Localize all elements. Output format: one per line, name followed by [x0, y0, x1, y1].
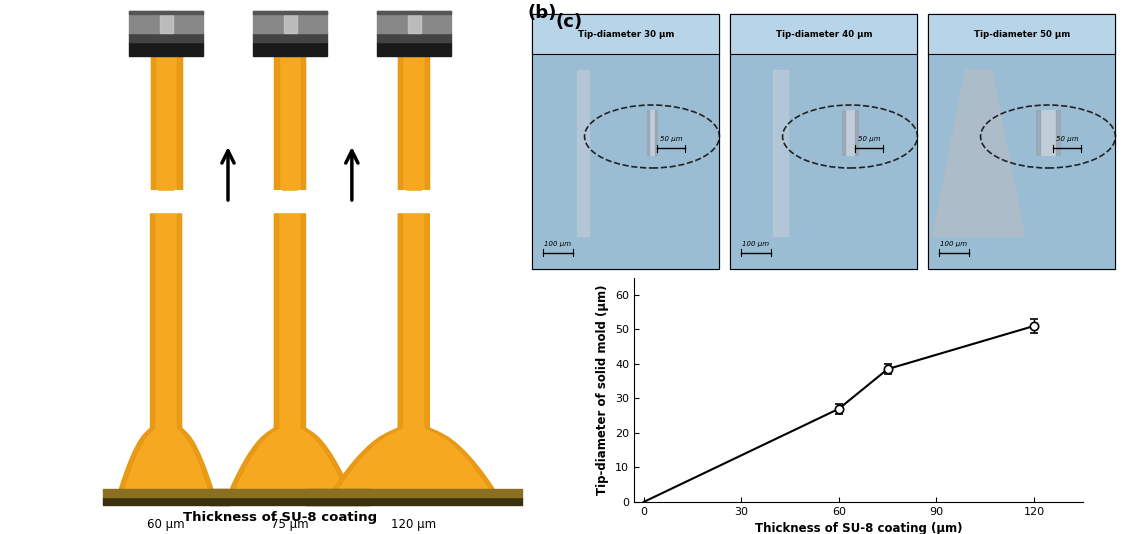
Polygon shape	[425, 214, 494, 489]
Text: 120 μm: 120 μm	[392, 518, 436, 531]
Bar	[532, 14, 719, 54]
Polygon shape	[231, 214, 278, 489]
Bar	[730, 14, 918, 269]
Bar	[730, 14, 918, 269]
Bar	[730, 14, 918, 54]
Bar	[928, 14, 1115, 269]
Polygon shape	[270, 191, 310, 212]
Bar	[210, 489, 370, 498]
Text: 50 μm: 50 μm	[660, 136, 682, 143]
Bar	[377, 43, 451, 56]
Polygon shape	[334, 214, 494, 489]
Polygon shape	[177, 214, 212, 489]
Bar	[252, 43, 328, 56]
Bar	[928, 14, 1115, 54]
Bar	[655, 110, 656, 155]
Bar	[377, 11, 451, 33]
Bar	[773, 70, 789, 236]
Bar	[1036, 110, 1060, 155]
Text: Thickness of SU-8 coating: Thickness of SU-8 coating	[183, 512, 377, 524]
Bar	[306, 498, 522, 505]
Bar	[129, 11, 203, 14]
Polygon shape	[150, 56, 155, 190]
Bar	[647, 110, 649, 155]
Bar	[210, 498, 370, 505]
Text: Tip-diameter 30 μm: Tip-diameter 30 μm	[578, 29, 674, 38]
Polygon shape	[425, 56, 430, 190]
Polygon shape	[177, 56, 182, 190]
Bar	[843, 110, 857, 155]
Bar	[1056, 110, 1060, 155]
Text: 75 μm: 75 μm	[272, 518, 309, 531]
Bar	[843, 110, 845, 155]
Polygon shape	[231, 214, 349, 489]
Bar	[855, 110, 857, 155]
Polygon shape	[398, 56, 430, 190]
Polygon shape	[147, 191, 185, 212]
Bar	[306, 489, 522, 498]
Text: Tip-diameter 40 μm: Tip-diameter 40 μm	[775, 29, 872, 38]
Polygon shape	[398, 56, 403, 190]
Text: 100 μm: 100 μm	[940, 241, 967, 247]
Bar	[129, 33, 203, 43]
Polygon shape	[302, 56, 305, 190]
Bar	[377, 33, 451, 43]
Polygon shape	[302, 214, 349, 489]
Bar	[408, 11, 421, 33]
Text: Tip-diameter 50 μm: Tip-diameter 50 μm	[974, 29, 1070, 38]
Bar	[647, 110, 656, 155]
Bar	[284, 11, 297, 33]
Text: (b): (b)	[527, 4, 557, 22]
Polygon shape	[334, 214, 403, 489]
Y-axis label: Tip-diameter of solid mold (μm): Tip-diameter of solid mold (μm)	[597, 285, 609, 495]
Bar	[532, 14, 719, 269]
Text: 100 μm: 100 μm	[742, 241, 770, 247]
Polygon shape	[150, 56, 182, 190]
Bar	[577, 70, 589, 236]
Polygon shape	[394, 191, 433, 212]
Text: 100 μm: 100 μm	[544, 241, 571, 247]
Polygon shape	[275, 56, 305, 190]
Polygon shape	[932, 70, 1024, 236]
Text: 50 μm: 50 μm	[857, 136, 881, 143]
Bar	[1036, 110, 1040, 155]
Bar	[252, 33, 328, 43]
Bar	[252, 11, 328, 14]
Bar	[160, 11, 174, 33]
Text: (c): (c)	[555, 13, 582, 32]
Bar	[928, 14, 1115, 269]
Polygon shape	[120, 214, 212, 489]
Bar	[103, 498, 229, 505]
Polygon shape	[275, 56, 278, 190]
Bar	[532, 14, 719, 269]
Bar	[129, 43, 203, 56]
Text: 50 μm: 50 μm	[1056, 136, 1078, 143]
Bar	[103, 489, 229, 498]
Bar	[377, 11, 451, 14]
Bar	[252, 11, 328, 33]
Bar	[129, 11, 203, 33]
Text: 60 μm: 60 μm	[147, 518, 185, 531]
X-axis label: Thickness of SU-8 coating (μm): Thickness of SU-8 coating (μm)	[755, 522, 962, 534]
Text: (a): (a)	[166, 13, 194, 32]
Polygon shape	[120, 214, 155, 489]
